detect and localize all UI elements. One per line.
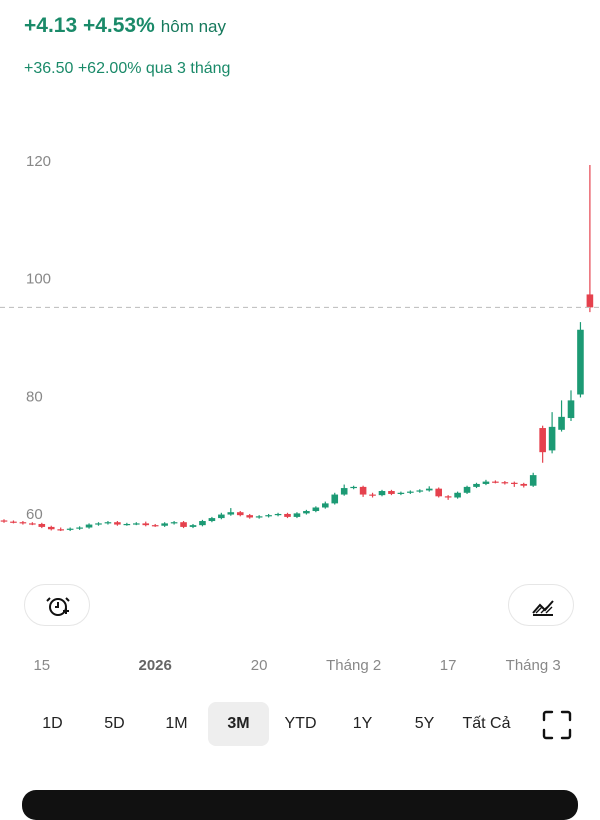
candle-body (407, 491, 414, 493)
candle-body (161, 523, 168, 526)
change-today: +4.13 +4.53% hôm nay (24, 14, 226, 38)
candle-body (19, 522, 27, 524)
candle-body (151, 525, 159, 527)
x-tick-label: Tháng 3 (506, 657, 561, 674)
candle-body (331, 494, 339, 504)
candle-body (378, 491, 386, 496)
candle-body (255, 516, 263, 518)
y-tick-label: 60 (26, 506, 43, 523)
candle-body (38, 523, 46, 527)
y-tick-label: 100 (26, 271, 51, 288)
candle-body (454, 492, 461, 498)
candle-body (66, 528, 74, 530)
candle-body (548, 426, 556, 451)
candle-body (218, 514, 225, 519)
alert-button[interactable] (24, 584, 90, 626)
candle-body (236, 512, 244, 516)
candle-body (586, 294, 594, 308)
alert-icon (46, 597, 70, 616)
candle-body (29, 523, 36, 525)
range-selector: 1D 5D 1M 3M YTD 1Y 5Y Tất Cả (22, 702, 582, 746)
candle-body (0, 520, 8, 522)
range-button[interactable]: 1M (165, 715, 188, 732)
candle-body (435, 488, 442, 497)
candle-body (567, 400, 575, 419)
x-tick-label: 17 (440, 657, 457, 674)
candle-body (133, 523, 140, 525)
candle-body (492, 481, 499, 483)
candle-body (577, 329, 584, 395)
candle-body (529, 475, 537, 486)
candle-body (369, 494, 376, 496)
candle-body (463, 486, 471, 493)
fullscreen-button[interactable] (542, 710, 572, 740)
candle-body (473, 483, 480, 487)
candle-body (284, 513, 291, 517)
candle-body (85, 524, 93, 528)
y-tick-label: 120 (26, 153, 51, 170)
candle-body (95, 523, 102, 525)
candle-body (520, 483, 528, 486)
candle-body (265, 515, 272, 517)
range-button[interactable]: 1D (42, 715, 63, 732)
range-button[interactable]: 5Y (414, 715, 435, 732)
candle-body (511, 482, 518, 484)
range-button[interactable]: Tất Cả (462, 715, 511, 732)
candle-body (208, 518, 216, 522)
candle-body (388, 491, 395, 494)
candle-body (76, 527, 83, 529)
change-3m: +36.50 +62.00% qua 3 tháng (24, 60, 231, 77)
candle-body (293, 513, 301, 517)
candle-body (350, 486, 357, 489)
candle-body (142, 523, 150, 526)
candle-body (558, 416, 565, 430)
change-today-value: +4.13 +4.53% (24, 14, 155, 37)
page: +4.13 +4.53% hôm nay +36.50 +62.00% qua 3… (0, 14, 600, 820)
candle-body (359, 486, 367, 495)
candle-body (246, 515, 253, 518)
candle-body (482, 481, 490, 484)
candle-body (170, 522, 178, 524)
candle-body (199, 521, 206, 526)
range-button[interactable]: 1Y (352, 715, 373, 732)
y-tick-label: 80 (26, 388, 43, 405)
candle-body (397, 492, 405, 494)
candle-body (10, 521, 17, 523)
candle-body (340, 488, 348, 495)
x-tick-label: 2026 (139, 657, 172, 674)
indicator-icon (532, 600, 554, 616)
candle-body (322, 503, 329, 508)
x-tick-label: 15 (33, 657, 50, 674)
x-tick-label: 20 (251, 657, 268, 674)
range-button[interactable]: 3M (208, 702, 269, 746)
candle-body (114, 522, 121, 525)
candle-body (425, 488, 433, 491)
candle-body (57, 529, 64, 531)
range-button[interactable]: YTD (284, 715, 317, 732)
candle-body (274, 513, 282, 516)
candle-body (180, 522, 187, 527)
candle-body (104, 522, 112, 524)
candle-body (123, 523, 131, 526)
candle-body (227, 512, 235, 515)
today-label: hôm nay (160, 17, 226, 36)
candle-body (416, 490, 424, 492)
candle-body (501, 482, 509, 484)
candle-body (189, 525, 197, 527)
x-tick-label: Tháng 2 (326, 657, 381, 674)
candle-body (47, 526, 55, 530)
candle-body (303, 511, 310, 514)
candle-body (539, 428, 546, 453)
candle-body (444, 496, 452, 498)
candle-body (312, 507, 320, 512)
bottom-bar[interactable] (22, 790, 578, 820)
range-button[interactable]: 5D (104, 715, 125, 732)
indicator-button[interactable] (508, 584, 574, 626)
chart: 60 80 100 120 15 2026 20 Tháng 2 17 Tháng 3 (0, 153, 600, 674)
